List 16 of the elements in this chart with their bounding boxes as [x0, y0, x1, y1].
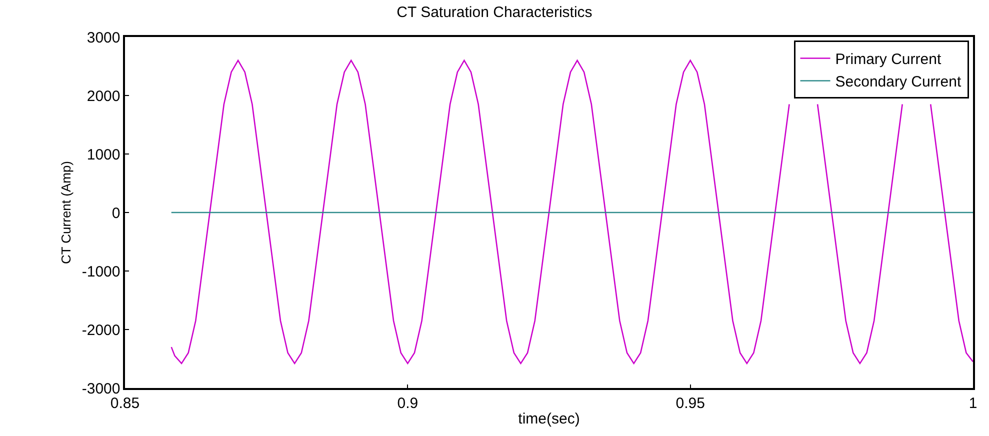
legend-label: Secondary Current [835, 74, 962, 91]
x-tick-label: 0.85 [110, 394, 140, 412]
legend-label: Primary Current [835, 51, 942, 68]
y-tick-label: 2000 [86, 88, 120, 105]
y-tick-label: 0 [112, 204, 120, 222]
y-tick-label: 1000 [86, 146, 120, 164]
y-tick-label: -1000 [82, 263, 120, 280]
x-tick-label: 0.95 [676, 394, 705, 412]
chart-title: CT Saturation Characteristics [396, 4, 592, 22]
y-tick-label: -2000 [82, 322, 120, 339]
x-axis-title: time(sec) [518, 410, 580, 428]
y-tick-label: 3000 [86, 29, 120, 46]
x-tick-label: 0.9 [397, 394, 418, 412]
x-tick-label: 1 [968, 394, 978, 412]
y-tick-label: -3000 [82, 380, 120, 398]
y-axis-title: CT Current (Amp) [58, 160, 74, 264]
